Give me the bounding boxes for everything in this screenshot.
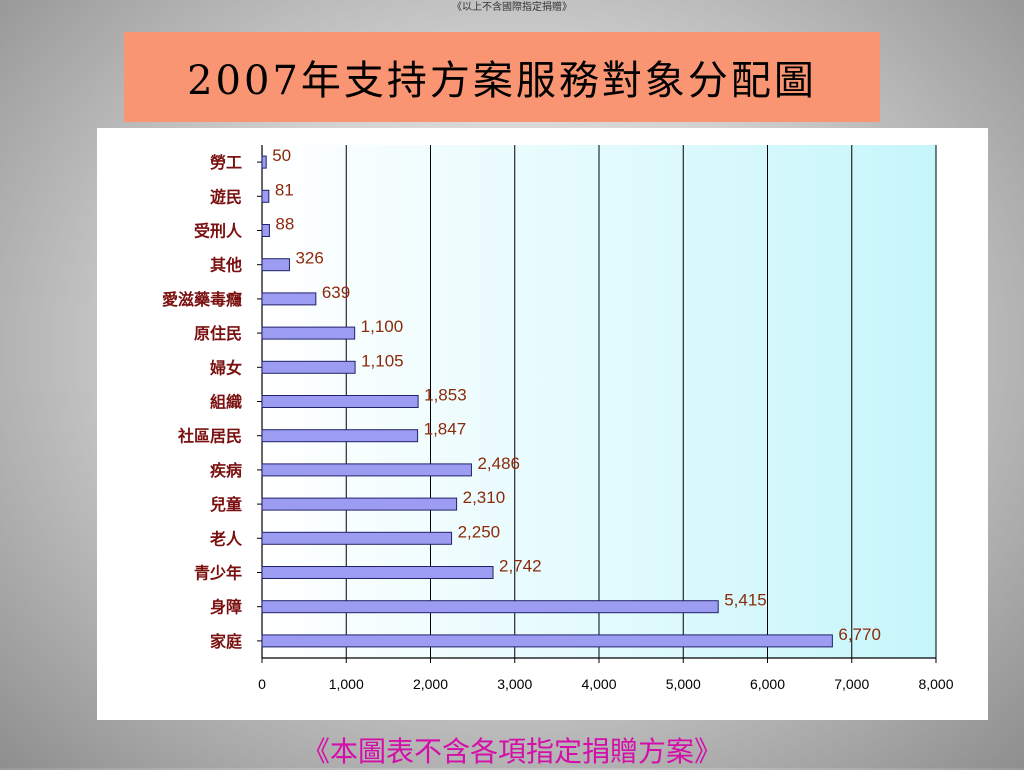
bar [261,360,356,374]
bar [261,429,419,443]
x-tick-label: 8,000 [918,676,953,692]
x-tick-label: 6,000 [750,676,785,692]
value-label: 1,853 [424,386,467,405]
chart-panel: 0 1,000 2,000 3,000 4,000 5,000 6,000 7,000 8,00… [97,128,988,720]
value-label: 2,742 [499,557,542,576]
category-label: 婦女 [209,358,242,377]
bar [261,395,419,408]
bar [261,600,719,614]
bar [261,155,267,169]
bar [261,258,290,272]
category-label: 老人 [209,529,243,548]
value-label: 2,250 [458,522,501,541]
category-label: 兒童 [210,495,242,514]
bar [261,463,472,477]
title-banner: 2007年支持方案服務對象分配圖 [124,32,880,122]
value-label: 5,415 [724,591,767,610]
x-tick-label: 7,000 [834,676,869,692]
value-label: 1,847 [424,420,467,439]
value-label: 88 [275,215,294,234]
x-tick-label: 1,000 [329,676,364,692]
category-label: 身障 [210,598,242,617]
category-label: 原住民 [194,324,242,343]
value-label: 81 [275,180,294,199]
category-label: 組織 [210,393,242,412]
bar [261,326,356,340]
footer-note: 《本圖表不含各項指定捐贈方案》 [301,735,722,768]
bar [261,531,453,545]
bar-chart: 0 1,000 2,000 3,000 4,000 5,000 6,000 7,000 8,00… [162,145,954,692]
x-tick-label: 3,000 [497,676,532,692]
x-tick-label: 5,000 [666,676,701,692]
x-tick-label: 2,000 [413,676,448,692]
bar [261,497,458,511]
bar [261,292,317,306]
category-label: 社區居民 [177,427,242,446]
category-label: 其他 [210,256,242,275]
value-label: 50 [272,146,291,165]
value-label: 1,105 [361,351,404,370]
bar [261,189,270,203]
category-label: 勞工 [210,153,242,172]
category-label: 受刑人 [194,222,243,241]
value-label: 2,486 [477,454,520,473]
slide-title: 2007年支持方案服務對象分配圖 [187,58,817,104]
bar [261,224,270,237]
value-label: 2,310 [463,488,506,507]
header-note: 《以上不含國際指定捐贈》 [452,2,572,13]
value-label: 639 [322,283,350,302]
category-label: 愛滋藥毒癮 [162,290,242,309]
bar [261,634,833,648]
value-label: 6,770 [838,625,881,644]
category-label: 遊民 [210,187,242,206]
x-tick-label: 4,000 [581,676,616,692]
category-label: 家庭 [210,632,242,651]
x-tick-label: 0 [258,676,266,692]
category-label: 疾病 [210,461,242,480]
value-label: 1,100 [361,317,404,336]
category-label: 青少年 [194,564,242,583]
bar [261,566,494,579]
value-label: 326 [295,249,323,268]
